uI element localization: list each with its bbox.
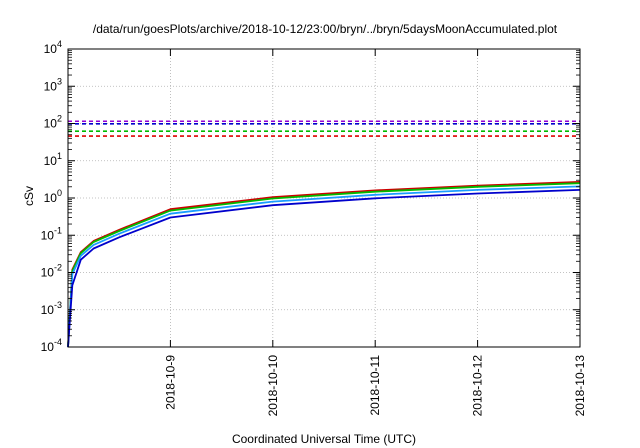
- y-tick-exponent: 4: [57, 39, 62, 49]
- series-line: [67, 182, 581, 348]
- y-tick-exponent: 0: [57, 188, 62, 198]
- tick-layer: 10-410-310-210-11001011021031042018-10-9…: [41, 39, 587, 416]
- y-tick-exponent: 3: [57, 76, 62, 86]
- y-tick-exponent: 2: [57, 114, 62, 124]
- y-tick-exponent: -4: [54, 337, 62, 347]
- y-tick-exponent: -3: [54, 300, 62, 310]
- x-tick-label: 2018-10-10: [266, 355, 280, 417]
- chart-title: /data/run/goesPlots/archive/2018-10-12/2…: [93, 22, 558, 36]
- x-tick-label: 2018-10-13: [573, 355, 587, 417]
- y-tick-exponent: 1: [57, 151, 62, 161]
- y-tick-exponent: -2: [54, 263, 62, 273]
- x-tick-label: 2018-10-12: [471, 355, 485, 417]
- x-tick-label: 2018-10-11: [368, 355, 382, 416]
- series-line: [67, 185, 581, 348]
- y-axis-label: cSv: [22, 186, 36, 206]
- series-line: [67, 189, 581, 348]
- x-tick-label: 2018-10-9: [163, 355, 177, 410]
- x-axis-label: Coordinated Universal Time (UTC): [232, 432, 416, 446]
- y-tick-exponent: -1: [54, 225, 62, 235]
- series-layer: [67, 120, 581, 348]
